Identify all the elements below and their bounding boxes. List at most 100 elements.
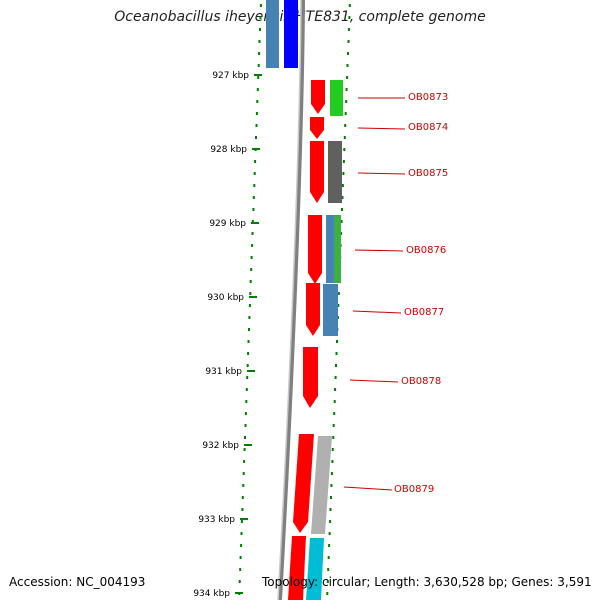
guide-dot	[347, 40, 350, 43]
guide-dot	[245, 388, 248, 391]
guide-dot	[335, 364, 337, 367]
genome-title: Oceanobacillus iheyensis HTE831, complet…	[114, 9, 486, 25]
guide-dot	[345, 88, 348, 91]
scale-tick-label: 927 kbp	[212, 71, 249, 81]
guide-dot	[342, 172, 345, 175]
gene-arrow-ob0878[interactable]	[303, 347, 318, 408]
label-ob0875[interactable]: OB0875	[408, 168, 448, 179]
guide-dot	[333, 400, 336, 403]
guide-dot	[248, 304, 251, 307]
label-line-ob0874	[357, 127, 406, 130]
guide-dot	[257, 64, 260, 67]
gene-track-ob0875[interactable]	[328, 141, 342, 203]
guide-dot	[348, 4, 351, 7]
guide-dot	[331, 460, 334, 463]
guide-dot	[348, 16, 351, 19]
guide-dot	[330, 484, 333, 487]
label-ob0873[interactable]: OB0873	[408, 92, 448, 103]
guide-dot	[326, 580, 329, 583]
next-gene-arrow[interactable]	[288, 536, 306, 600]
guide-dot	[336, 340, 338, 343]
guide-dot	[341, 184, 344, 187]
guide-dot	[248, 316, 251, 319]
prev-gene-track-b[interactable]	[284, 0, 298, 68]
guide-dot	[240, 544, 243, 547]
guide-dot	[346, 64, 349, 67]
genome-backbone-highlight	[277, 0, 302, 600]
gene-arrow-ob0875[interactable]	[310, 141, 324, 203]
guide-dot	[347, 28, 350, 31]
guide-dot	[249, 280, 252, 283]
guide-dot	[259, 28, 261, 31]
guide-dot	[334, 376, 337, 379]
scale-tick-label: 931 kbp	[205, 367, 242, 377]
guide-dot	[246, 376, 249, 379]
guide-dot	[252, 208, 255, 211]
guide-dot	[344, 112, 347, 115]
label-ob0879[interactable]: OB0879	[394, 484, 434, 495]
label-ob0874[interactable]: OB0874	[408, 122, 448, 133]
guide-dot	[332, 424, 335, 427]
label-ob0876[interactable]: OB0876	[406, 245, 446, 256]
guide-dot	[242, 484, 245, 487]
label-line-ob0875	[357, 172, 406, 175]
gene-arrow-ob0879[interactable]	[293, 434, 314, 533]
scale-tick-label: 930 kbp	[207, 293, 244, 303]
gene-arrow-ob0876[interactable]	[308, 215, 322, 284]
gene-track-ob0877[interactable]	[323, 284, 338, 336]
guide-dot	[343, 136, 346, 139]
guide-dot	[255, 136, 257, 139]
genome-summary: Topology: circular; Length: 3,630,528 bp…	[262, 575, 592, 589]
guide-dot	[332, 436, 335, 439]
next-gene-track[interactable]	[306, 538, 324, 600]
guide-dot	[341, 208, 343, 211]
guide-dot	[259, 16, 262, 19]
guide-dot	[329, 508, 332, 511]
guide-dot	[255, 112, 258, 115]
guide-dot	[242, 472, 245, 475]
guide-dot	[344, 124, 347, 127]
guide-dot	[253, 172, 256, 175]
gene-arrow-ob0873[interactable]	[311, 80, 325, 114]
guide-dot	[238, 580, 241, 583]
scale-tick-label: 929 kbp	[209, 219, 246, 229]
accession-label: Accession: NC_004193	[9, 575, 146, 589]
guide-dot	[251, 220, 254, 223]
guide-dot	[258, 40, 261, 43]
guide-dot	[247, 340, 250, 343]
guide-dot	[239, 556, 242, 559]
gene-track-ob0876-b[interactable]	[334, 215, 341, 283]
guide-dot	[330, 496, 332, 499]
guide-dot	[256, 100, 259, 103]
label-line-ob0879	[343, 486, 393, 491]
guide-dot	[243, 448, 246, 451]
guide-dot	[341, 196, 344, 199]
prev-gene-track-a[interactable]	[266, 0, 279, 68]
label-ob0878[interactable]: OB0878	[401, 376, 441, 387]
guide-dot	[246, 364, 249, 367]
guide-dot	[331, 448, 334, 451]
guide-dot	[241, 496, 244, 499]
label-ob0877[interactable]: OB0877	[404, 307, 444, 318]
guide-dot	[240, 532, 243, 535]
gene-track-ob0876-a[interactable]	[326, 215, 334, 283]
guide-dot	[252, 196, 255, 199]
gene-arrow-ob0874[interactable]	[310, 117, 324, 139]
guide-dot	[254, 160, 257, 163]
guide-dot	[256, 88, 259, 91]
label-line-ob0878	[349, 379, 399, 383]
guide-dot	[328, 544, 331, 547]
guide-dot	[329, 520, 332, 523]
guide-dot	[251, 244, 254, 247]
gene-track-ob0873[interactable]	[330, 80, 343, 116]
guide-dot	[333, 412, 336, 415]
gene-track-ob0879[interactable]	[311, 436, 332, 534]
guide-dot	[241, 508, 244, 511]
guide-dot	[259, 4, 262, 7]
scale-tick-label: 932 kbp	[202, 441, 239, 451]
guide-dot	[253, 184, 256, 187]
gene-arrow-ob0877[interactable]	[306, 283, 320, 336]
scale-tick-label: 928 kbp	[210, 145, 247, 155]
guide-dot	[247, 352, 250, 355]
